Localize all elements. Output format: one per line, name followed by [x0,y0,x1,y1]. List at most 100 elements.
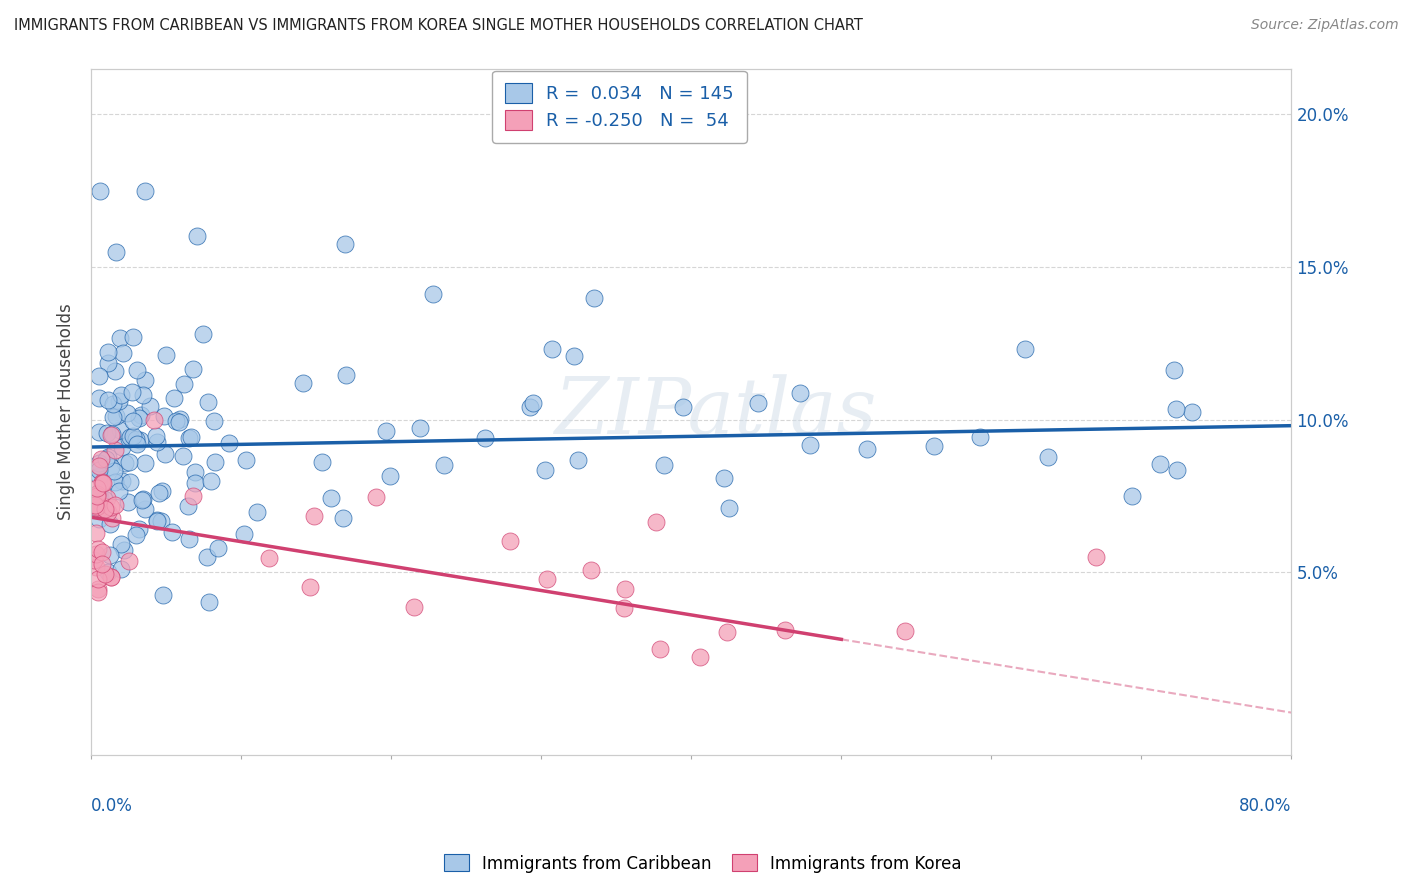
Point [246,505,269,519]
Point [125,363,148,377]
Point [402,600,425,615]
Point [117,495,139,509]
Point [134,456,156,470]
Point [311,455,333,469]
Point [145,435,167,450]
Point [259,551,281,566]
Point [87,462,110,476]
Point [87,585,110,599]
Point [150,514,173,528]
Point [111,440,134,454]
Point [186,229,208,244]
Point [84,525,107,540]
Point [91,557,114,571]
Point [94,567,117,582]
Point [93,491,115,506]
Point [856,442,879,457]
Point [87,469,110,483]
Point [789,386,811,401]
Text: Source: ZipAtlas.com: Source: ZipAtlas.com [1251,18,1399,32]
Point [654,458,676,473]
Point [100,570,122,584]
Point [90,475,112,489]
Point [375,424,398,438]
Point [87,582,110,597]
Point [104,443,127,458]
Point [134,502,156,516]
Point [969,430,991,444]
Point [87,512,110,526]
Point [235,452,257,467]
Point [333,236,356,251]
Point [87,500,110,514]
Point [132,387,155,401]
Point [134,184,156,198]
Point [184,466,207,480]
Point [207,541,229,555]
Point [86,481,108,495]
Point [89,458,111,473]
Point [775,623,797,637]
Point [132,492,155,507]
Point [193,326,215,341]
Text: 80.0%: 80.0% [1239,797,1292,814]
Point [499,534,522,549]
Point [111,475,134,489]
Text: 0.0%: 0.0% [91,797,134,814]
Point [97,392,120,407]
Point [131,492,153,507]
Text: IMMIGRANTS FROM CARIBBEAN VS IMMIGRANTS FROM KOREA SINGLE MOTHER HOUSEHOLDS CORR: IMMIGRANTS FROM CARIBBEAN VS IMMIGRANTS … [14,18,863,33]
Point [91,476,114,491]
Point [108,394,131,409]
Point [128,522,150,536]
Point [319,491,342,506]
Point [110,537,132,551]
Point [148,485,170,500]
Point [87,391,110,405]
Point [177,431,200,445]
Point [202,414,225,428]
Point [90,452,112,467]
Point [409,420,432,434]
Point [120,475,142,489]
Point [1014,343,1036,357]
Point [100,500,122,514]
Point [179,430,201,444]
Point [153,447,176,461]
Point [145,515,167,529]
Legend: R =  0.034   N = 145, R = -0.250   N =  54: R = 0.034 N = 145, R = -0.250 N = 54 [492,70,747,143]
Point [232,527,254,541]
Point [534,463,557,477]
Point [125,432,148,446]
Point [562,349,585,363]
Point [97,345,120,359]
Point [747,396,769,410]
Point [83,553,105,567]
Point [97,565,120,579]
Point [173,377,195,392]
Point [644,516,666,530]
Point [1036,450,1059,464]
Point [129,408,152,422]
Point [100,570,122,584]
Point [108,484,131,499]
Point [922,438,945,452]
Point [87,572,110,586]
Point [108,423,131,437]
Point [184,475,207,490]
Point [169,415,191,429]
Point [139,399,162,413]
Point [541,343,564,357]
Point [101,427,124,442]
Point [366,490,388,504]
Point [302,508,325,523]
Point [218,436,240,450]
Point [672,401,695,415]
Point [579,563,602,577]
Point [134,373,156,387]
Point [93,501,115,516]
Point [97,450,120,465]
Point [198,595,221,609]
Point [713,471,735,485]
Point [87,490,110,504]
